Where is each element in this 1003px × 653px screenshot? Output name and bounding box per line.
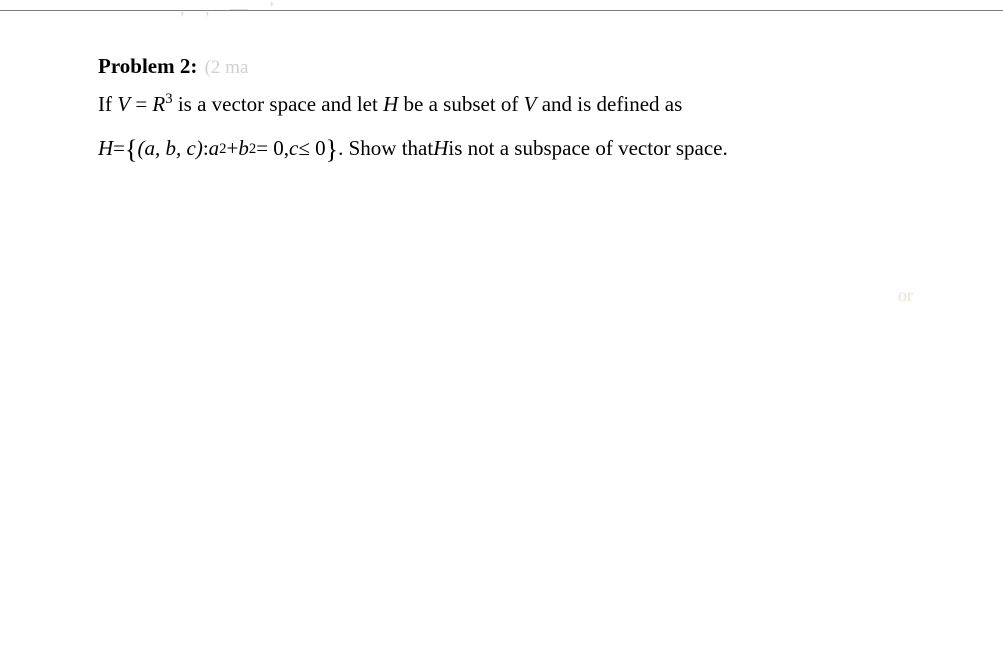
text-show-that: . Show that <box>338 130 433 168</box>
var-H-lhs: H <box>98 130 113 168</box>
text-be-subset: be a subset of <box>398 92 523 116</box>
plus-sign: + <box>227 130 239 168</box>
text-is-vector-space: is a vector space and let <box>173 92 384 116</box>
marks-faint: (2 ma <box>205 57 249 78</box>
problem-heading-line: Problem 2: (2 ma <box>98 50 963 84</box>
left-brace: { <box>125 127 137 174</box>
top-faded-marks: , , — ʼ <box>180 0 283 19</box>
eq-sign-2: = <box>113 130 125 168</box>
exponent-3: 3 <box>165 91 172 107</box>
watermark-or: or <box>898 285 913 306</box>
problem-label: Problem 2: <box>98 54 197 78</box>
var-H-2: H <box>433 130 448 168</box>
var-V: V <box>117 92 130 116</box>
problem-statement-line-1: If V = R3 is a vector space and let H be… <box>98 88 963 122</box>
var-V-2: V <box>524 92 537 116</box>
var-R: R <box>152 92 165 116</box>
problem-statement-line-2: H = {(a, b, c) : a2 + b2 = 0, c ≤ 0}. Sh… <box>98 125 963 172</box>
text-and-defined: and is defined as <box>536 92 682 116</box>
var-H: H <box>383 92 398 116</box>
var-b: b <box>238 130 249 168</box>
text-not-subspace: is not a subspace of vector space. <box>448 130 727 168</box>
document-page: , , — ʼ Problem 2: (2 ma If V = R3 is a … <box>0 0 1003 653</box>
leq-zero: ≤ 0 <box>298 130 325 168</box>
tuple-abc: (a, b, c) <box>138 130 203 168</box>
top-rule <box>0 10 1003 11</box>
right-brace: } <box>326 127 338 174</box>
eq-zero: = 0, <box>256 130 289 168</box>
eq-sign-1: = <box>130 92 152 116</box>
var-a: a <box>209 130 220 168</box>
text-if: If <box>98 92 117 116</box>
var-c: c <box>289 130 298 168</box>
